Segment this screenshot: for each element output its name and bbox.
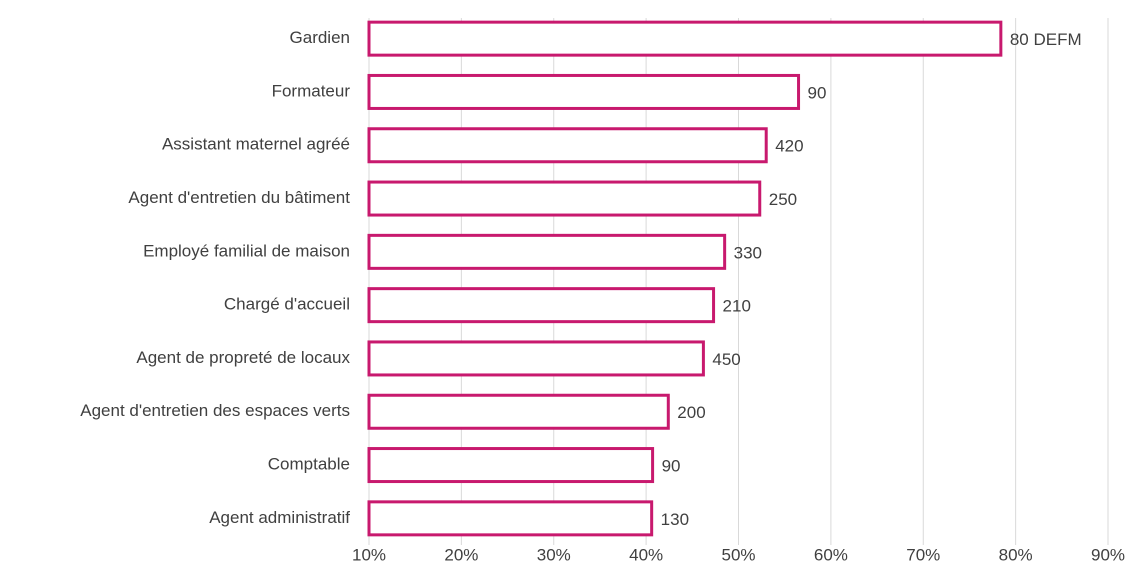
- bar: [367, 287, 716, 324]
- data-label: 200: [677, 403, 705, 422]
- bar: [367, 180, 762, 217]
- bar: [367, 340, 705, 377]
- x-tick-label: 50%: [721, 545, 755, 564]
- y-tick-label: Agent d'entretien du bâtiment: [128, 188, 350, 207]
- x-tick-label: 30%: [537, 545, 571, 564]
- y-tick-label: Gardien: [290, 28, 350, 47]
- y-tick-label: Comptable: [268, 455, 350, 474]
- x-tick-label: 90%: [1091, 545, 1125, 564]
- x-tick-label: 80%: [999, 545, 1033, 564]
- bar: [367, 73, 801, 110]
- data-label: 80 DEFM: [1010, 30, 1082, 49]
- y-tick-label: Agent d'entretien des espaces verts: [80, 401, 350, 420]
- data-label: 420: [775, 137, 803, 156]
- x-tick-label: 10%: [352, 545, 386, 564]
- x-tick-label: 60%: [814, 545, 848, 564]
- y-tick-label: Employé familial de maison: [143, 241, 350, 260]
- data-label: 330: [734, 243, 762, 262]
- bar: [367, 233, 727, 270]
- data-label: 90: [662, 457, 681, 476]
- bar: [367, 393, 670, 430]
- x-tick-label: 20%: [444, 545, 478, 564]
- data-label: 450: [712, 350, 740, 369]
- y-tick-label: Assistant maternel agréé: [162, 135, 350, 154]
- y-tick-label: Agent administratif: [209, 508, 350, 527]
- y-tick-label: Agent de propreté de locaux: [136, 348, 350, 367]
- y-tick-label: Chargé d'accueil: [224, 295, 350, 314]
- y-tick-label: Formateur: [272, 81, 351, 100]
- data-label: 90: [808, 83, 827, 102]
- bar: [367, 447, 655, 484]
- data-label: 130: [661, 510, 689, 529]
- data-label: 210: [723, 297, 751, 316]
- bar: [367, 500, 654, 537]
- x-tick-label: 70%: [906, 545, 940, 564]
- bar: [367, 127, 768, 164]
- data-label: 250: [769, 190, 797, 209]
- bar: [367, 20, 1003, 57]
- x-tick-label: 40%: [629, 545, 663, 564]
